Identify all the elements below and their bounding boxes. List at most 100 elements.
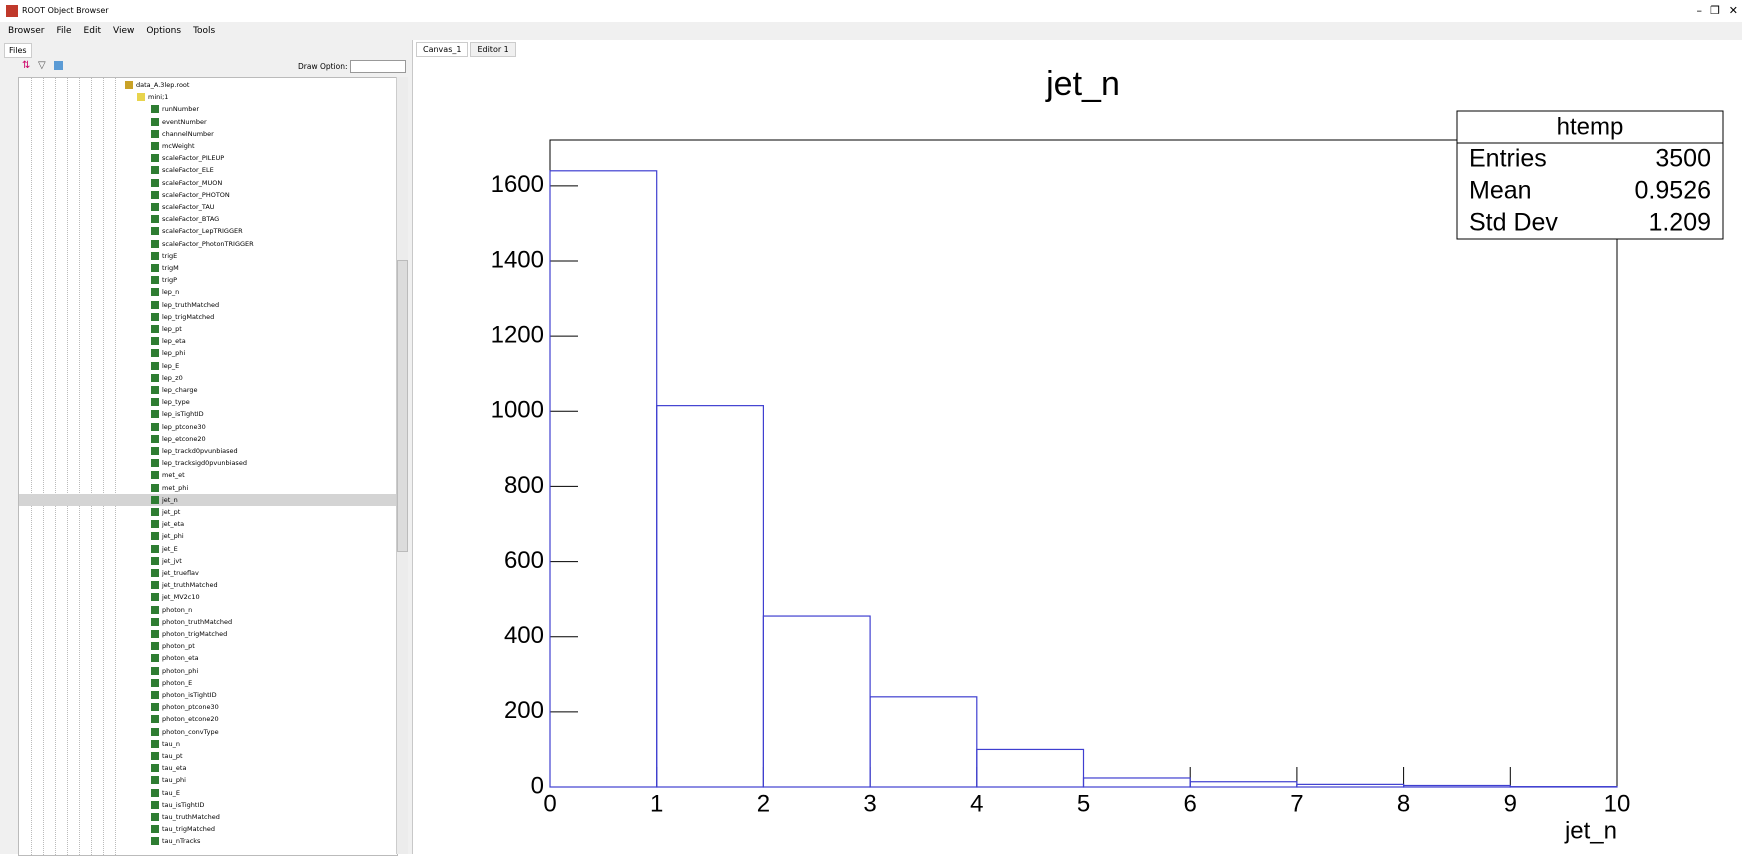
tree-item[interactable]: tau_pt [19, 750, 397, 762]
tree-icon [151, 728, 159, 736]
filter-button[interactable]: ▽ [38, 60, 46, 71]
restore-button[interactable]: ❐ [1710, 0, 1720, 22]
tree-item[interactable]: jet_eta [19, 518, 397, 530]
tree-item[interactable]: scaleFactor_LepTRIGGER [19, 225, 397, 237]
tree-item[interactable]: lep_pt [19, 323, 397, 335]
tree-item[interactable]: scaleFactor_MUON [19, 177, 397, 189]
tree-icon [151, 142, 159, 150]
tree-label: runNumber [162, 103, 199, 115]
tree-item[interactable]: scaleFactor_BTAG [19, 213, 397, 225]
tree-item[interactable]: photon_truthMatched [19, 616, 397, 628]
tree-item[interactable]: lep_isTightID [19, 408, 397, 420]
tree-item[interactable]: jet_MV2c10 [19, 591, 397, 603]
menu-item[interactable]: Browser [8, 26, 44, 36]
close-button[interactable]: ✕ [1729, 0, 1738, 22]
tree-item[interactable]: lep_z0 [19, 372, 397, 384]
tree-label: photon_E [162, 677, 192, 689]
tree-item[interactable]: lep_phi [19, 347, 397, 359]
tree-item[interactable]: photon_pt [19, 640, 397, 652]
canvas-tab[interactable]: Editor 1 [470, 42, 515, 57]
tree-item[interactable]: photon_phi [19, 665, 397, 677]
tree-item[interactable]: scaleFactor_ELE [19, 164, 397, 176]
tree-item[interactable]: channelNumber [19, 128, 397, 140]
x-tick-label: 2 [757, 790, 770, 817]
tree-item[interactable]: lep_charge [19, 384, 397, 396]
tree-item[interactable]: photon_eta [19, 652, 397, 664]
tree-icon [151, 496, 159, 504]
tree-item[interactable]: runNumber [19, 103, 397, 115]
tree-item[interactable]: trigE [19, 250, 397, 262]
tree-item[interactable]: mcWeight [19, 140, 397, 152]
tree-item[interactable]: tau_E [19, 787, 397, 799]
tree-label: photon_isTightID [162, 689, 217, 701]
tree-item[interactable]: photon_trigMatched [19, 628, 397, 640]
tree-item[interactable]: photon_etcone20 [19, 713, 397, 725]
tree-item[interactable]: scaleFactor_PhotonTRIGGER [19, 238, 397, 250]
tree-item[interactable]: scaleFactor_PILEUP [19, 152, 397, 164]
tree-item[interactable]: photon_ptcone30 [19, 701, 397, 713]
tree-item[interactable]: tau_truthMatched [19, 811, 397, 823]
tree-item[interactable]: photon_n [19, 604, 397, 616]
tree-item[interactable]: jet_phi [19, 530, 397, 542]
tree-label: lep_E [162, 360, 179, 372]
tree-label: jet_jvt [162, 555, 182, 567]
tree-item[interactable]: tau_n [19, 738, 397, 750]
files-tab[interactable]: Files [4, 43, 32, 58]
menu-item[interactable]: File [56, 26, 71, 36]
tree-item[interactable]: eventNumber [19, 116, 397, 128]
refresh-button[interactable] [54, 61, 63, 70]
tree-item[interactable]: lep_tracksigd0pvunbiased [19, 457, 397, 469]
menu-item[interactable]: Options [146, 26, 181, 36]
menu-item[interactable]: View [113, 26, 134, 36]
menu-item[interactable]: Edit [84, 26, 101, 36]
stats-label: Entries [1469, 145, 1547, 173]
canvas-tab[interactable]: Canvas_1 [416, 42, 468, 57]
tree-item[interactable]: lep_eta [19, 335, 397, 347]
draw-option-combo[interactable] [350, 60, 406, 73]
tree-icon [151, 362, 159, 370]
tree-icon [151, 642, 159, 650]
tree-item[interactable]: lep_ptcone30 [19, 421, 397, 433]
tree-item[interactable]: scaleFactor_PHOTON [19, 189, 397, 201]
tree-item[interactable]: jet_truthMatched [19, 579, 397, 591]
tree-label: lep_eta [162, 335, 186, 347]
scroll-thumb[interactable] [397, 260, 408, 552]
tree-item[interactable]: jet_trueflav [19, 567, 397, 579]
tree-item[interactable]: scaleFactor_TAU [19, 201, 397, 213]
tree-item[interactable]: tau_eta [19, 762, 397, 774]
tree-icon [151, 581, 159, 589]
tree-item[interactable]: tau_phi [19, 774, 397, 786]
y-tick-label: 800 [504, 472, 544, 499]
tree-item[interactable]: trigP [19, 274, 397, 286]
tree-item[interactable]: jet_jvt [19, 555, 397, 567]
tree-item[interactable]: lep_etcone20 [19, 433, 397, 445]
tree-item[interactable]: photon_isTightID [19, 689, 397, 701]
x-tick-label: 10 [1604, 790, 1631, 817]
tree-item[interactable]: met_phi [19, 482, 397, 494]
tree-item[interactable]: mini;1 [19, 91, 397, 103]
tree-icon [151, 691, 159, 699]
menu-item[interactable]: Tools [193, 26, 215, 36]
tree-item[interactable]: jet_n [19, 494, 397, 506]
tree-icon [151, 252, 159, 260]
tree-item[interactable]: trigM [19, 262, 397, 274]
tree-item[interactable]: jet_E [19, 543, 397, 555]
tree-item[interactable]: photon_convType [19, 726, 397, 738]
chart-title: jet_n [1045, 65, 1120, 103]
tree-item[interactable]: lep_trigMatched [19, 311, 397, 323]
tree-label: lep_ptcone30 [162, 421, 206, 433]
tree-item[interactable]: photon_E [19, 677, 397, 689]
tree-item[interactable]: jet_pt [19, 506, 397, 518]
tree-item[interactable]: lep_n [19, 286, 397, 298]
tree-item[interactable]: tau_trigMatched [19, 823, 397, 835]
sort-button[interactable]: ⇅ [22, 60, 30, 71]
tree-item[interactable]: data_A.3lep.root [19, 79, 397, 91]
tree-item[interactable]: tau_nTracks [19, 835, 397, 847]
minimize-button[interactable]: – [1697, 0, 1703, 22]
tree-item[interactable]: lep_E [19, 360, 397, 372]
tree-item[interactable]: lep_type [19, 396, 397, 408]
tree-item[interactable]: tau_isTightID [19, 799, 397, 811]
tree-item[interactable]: lep_trackd0pvunbiased [19, 445, 397, 457]
tree-item[interactable]: lep_truthMatched [19, 299, 397, 311]
tree-item[interactable]: met_et [19, 469, 397, 481]
